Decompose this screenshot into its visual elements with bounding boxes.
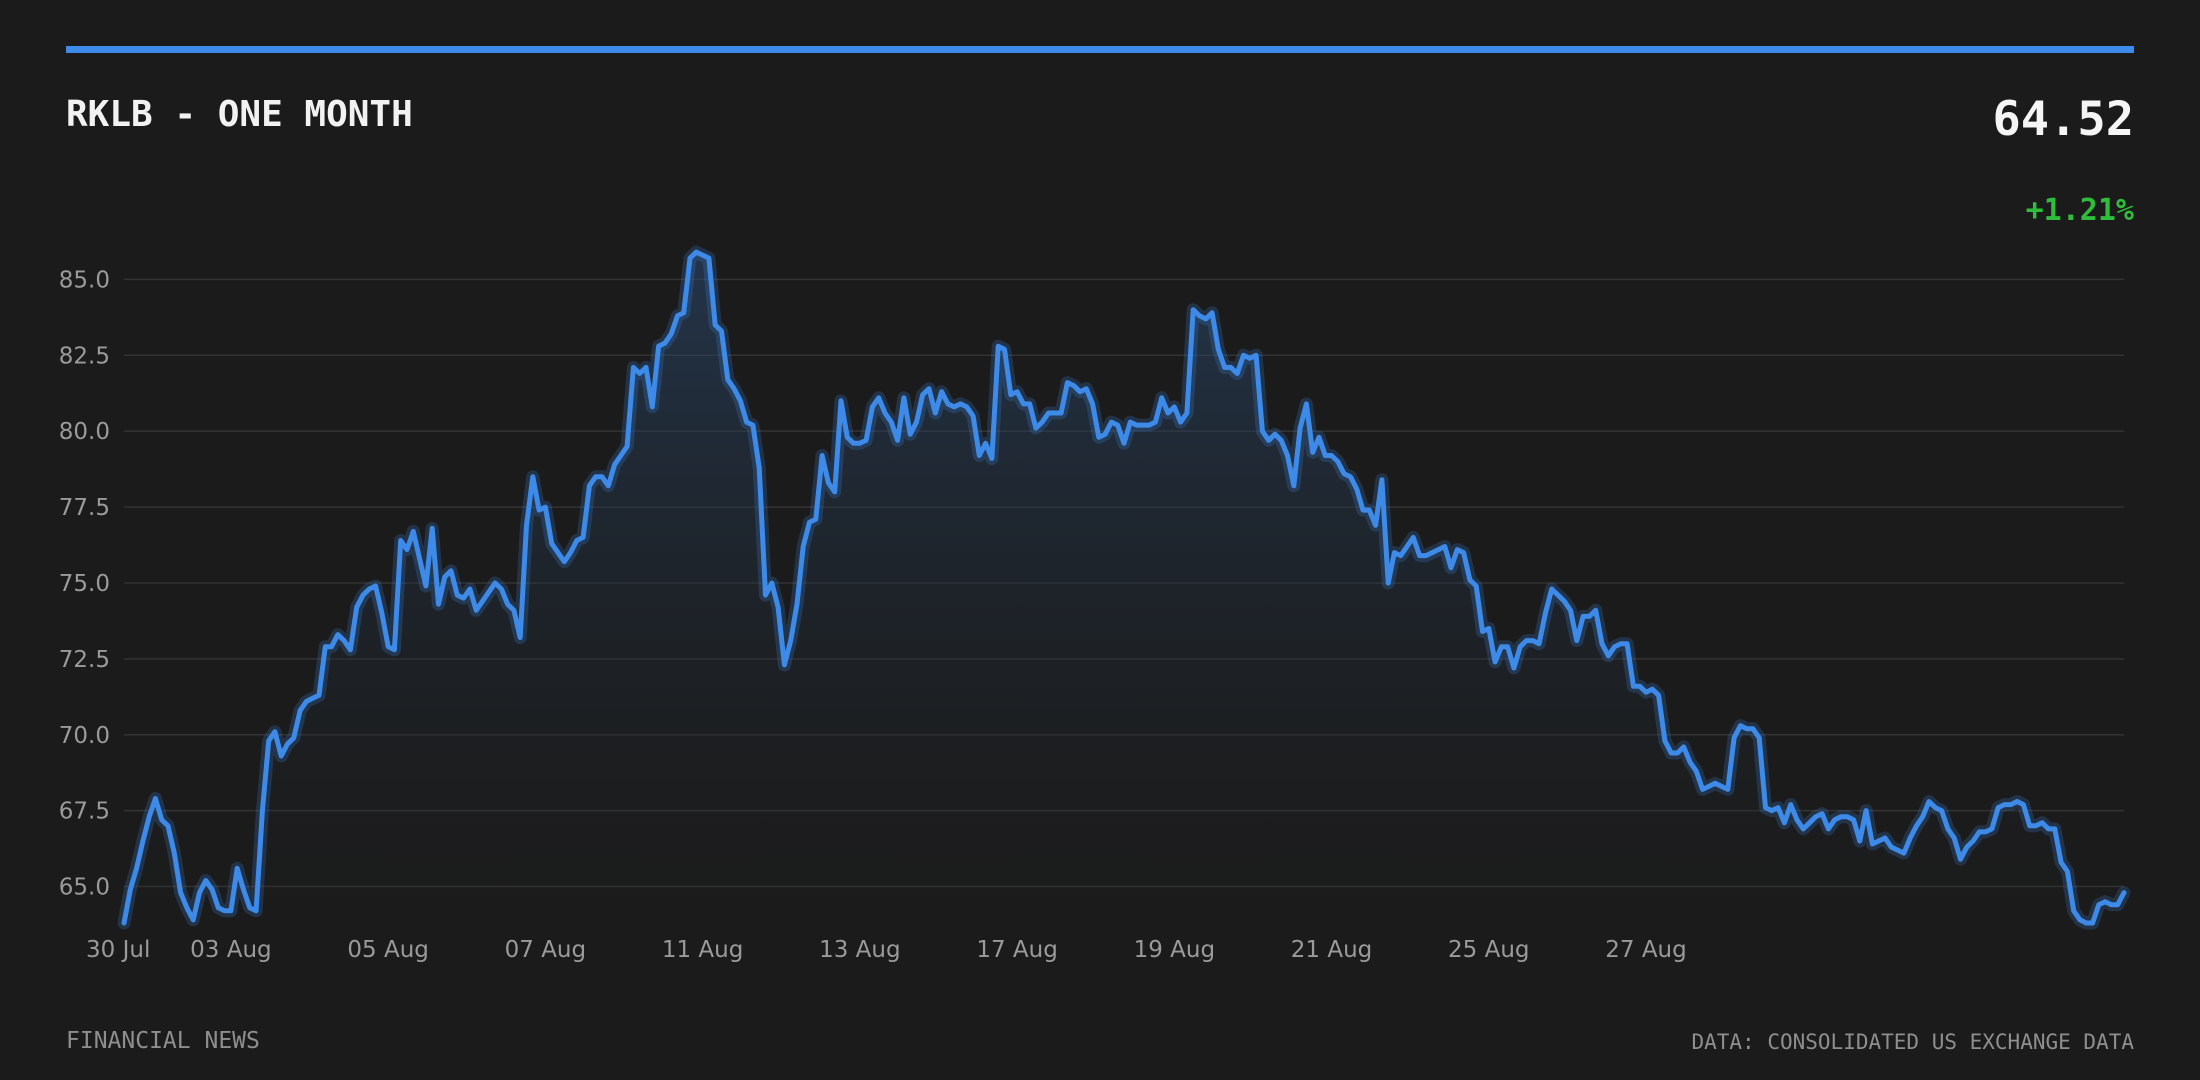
price-line-chart: 65.0 67.5 70.0 72.5 75.0 77.5 80.0 82.5 85.0 30 …: [59, 245, 2131, 963]
y-tick-label: 65.0: [59, 875, 110, 901]
accent-bar: [66, 46, 2134, 53]
price-line: [121, 249, 2127, 926]
y-axis-ticks: 65.0 67.5 70.0 72.5 75.0 77.5 80.0 82.5 85.0: [59, 267, 110, 900]
x-tick-label: 07 Aug: [505, 937, 587, 963]
x-tick-label: 03 Aug: [190, 937, 272, 963]
x-axis-ticks: 30 Jul 03 Aug 05 Aug 07 Aug 11 Aug 13 Aug 17 A…: [86, 937, 1687, 963]
source-brand: FINANCIAL NEWS: [66, 1028, 260, 1054]
x-tick-label: 25 Aug: [1448, 937, 1530, 963]
y-tick-label: 67.5: [59, 799, 110, 825]
y-tick-label: 85.0: [59, 267, 110, 293]
price-change: +1.21%: [2025, 193, 2134, 228]
x-tick-label: 11 Aug: [662, 937, 744, 963]
x-tick-label: 17 Aug: [976, 937, 1058, 963]
current-price: 64.52: [1992, 92, 2134, 147]
price-area-fill: [124, 252, 2124, 927]
y-tick-label: 70.0: [59, 723, 110, 749]
x-tick-label: 05 Aug: [347, 937, 429, 963]
x-tick-label: 19 Aug: [1134, 937, 1216, 963]
y-tick-label: 75.0: [59, 571, 110, 597]
x-tick-label: 21 Aug: [1291, 937, 1373, 963]
chart-title: RKLB - ONE MONTH: [66, 94, 413, 135]
y-tick-label: 77.5: [59, 495, 110, 521]
y-tick-label: 72.5: [59, 647, 110, 673]
y-tick-label: 82.5: [59, 343, 110, 369]
data-attribution: DATA: CONSOLIDATED US EXCHANGE DATA: [1691, 1030, 2134, 1054]
y-tick-label: 80.0: [59, 419, 110, 445]
x-tick-label: 30 Jul: [86, 937, 150, 963]
x-tick-label: 13 Aug: [819, 937, 901, 963]
x-tick-label: 27 Aug: [1605, 937, 1687, 963]
